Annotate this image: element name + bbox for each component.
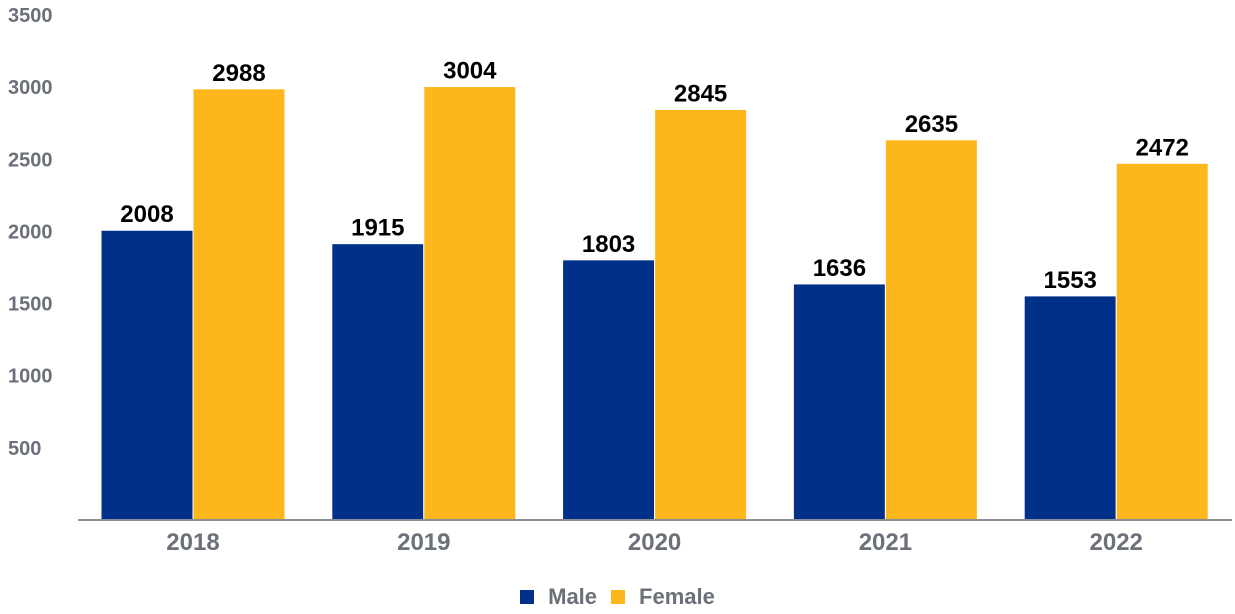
data-label: 2988 [212,60,265,87]
bar-male-2022 [1023,295,1117,521]
data-label: 1553 [1044,267,1097,294]
x-tick-label: 2018 [166,529,219,556]
y-tick-label: 1000 [8,366,53,388]
data-label: 2008 [120,201,173,228]
legend-swatch-female [611,590,626,604]
bar-male-2021 [792,283,886,521]
legend-swatch-male [520,590,535,604]
bar-male-2018 [100,229,194,521]
bar-female-2022 [1115,162,1209,521]
y-tick-label: 3500 [8,5,53,27]
data-label: 3004 [443,58,497,85]
bar-female-2018 [192,88,286,521]
bar-male-2019 [331,243,425,521]
bar-male-2020 [562,259,656,521]
x-tick-label: 2021 [859,529,912,556]
x-tick-label: 2020 [628,529,681,556]
bar-female-2019 [423,86,517,521]
data-label: 1915 [351,215,404,242]
x-tick-label: 2019 [397,529,450,556]
legend: Male Female [0,584,1235,610]
legend-label-female: Female [639,584,715,609]
legend-label-male: Male [548,584,598,609]
y-tick-label: 1500 [8,294,53,316]
legend-item-female: Female [611,584,715,610]
data-label: 2845 [674,80,727,107]
bar-female-2021 [884,139,978,521]
data-label: 1636 [813,255,866,282]
x-tick-label: 2022 [1090,529,1143,556]
y-tick-label: 2000 [8,221,53,243]
bar-chart: 500 1000 1500 2000 2500 3000 3500 2008 2988 2018 1… [8,5,1232,556]
legend-item-male: Male [520,584,597,610]
bar-female-2020 [654,108,748,521]
y-tick-label: 500 [8,438,41,460]
y-tick-label: 3000 [8,77,53,99]
data-label: 2472 [1136,134,1189,161]
data-label: 2635 [905,111,958,138]
data-label: 1803 [582,231,635,258]
y-tick-label: 2500 [8,149,53,171]
